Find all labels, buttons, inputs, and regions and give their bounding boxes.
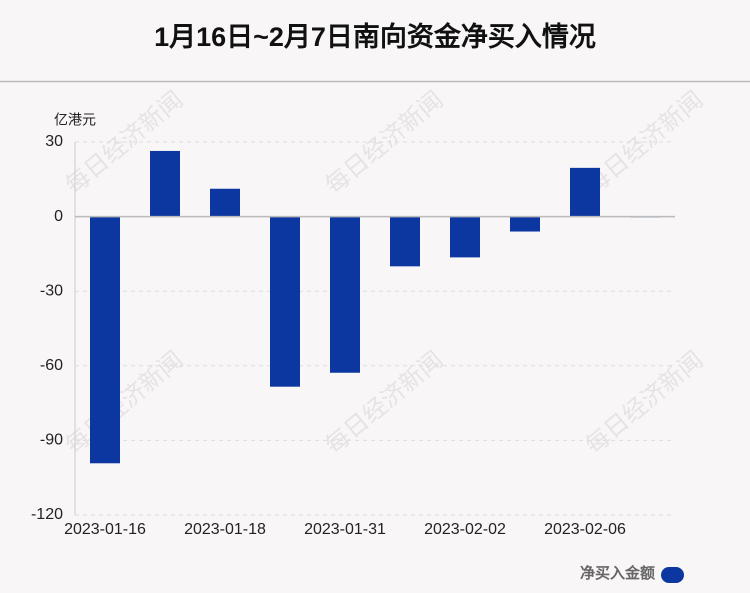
bar: [390, 216, 420, 267]
bar: [210, 188, 240, 217]
chart-title: 1月16日~2月7日南向资金净买入情况: [154, 21, 596, 52]
x-tick-label: 2023-01-31: [304, 521, 386, 538]
y-tick-label: -30: [40, 282, 63, 299]
bar: [330, 216, 360, 373]
x-tick-label: 2023-02-02: [424, 521, 506, 538]
bar: [90, 216, 120, 464]
y-tick-label: 30: [45, 133, 63, 150]
y-tick-label: -60: [40, 357, 63, 374]
bar: [510, 216, 540, 232]
y-axis-label: 亿港元: [54, 112, 96, 128]
x-tick-label: 2023-01-16: [64, 521, 146, 538]
y-tick-label: 0: [54, 208, 63, 225]
bar: [150, 150, 180, 217]
bar: [270, 216, 300, 387]
legend-label: 净买入金额: [580, 564, 655, 582]
legend-swatch: [661, 567, 684, 583]
y-tick-label: -90: [40, 432, 63, 449]
bar: [570, 167, 600, 217]
y-tick-label: -120: [31, 506, 63, 523]
x-tick-label: 2023-01-18: [184, 521, 266, 538]
x-tick-label: 2023-02-06: [544, 521, 626, 538]
bar: [450, 216, 480, 258]
